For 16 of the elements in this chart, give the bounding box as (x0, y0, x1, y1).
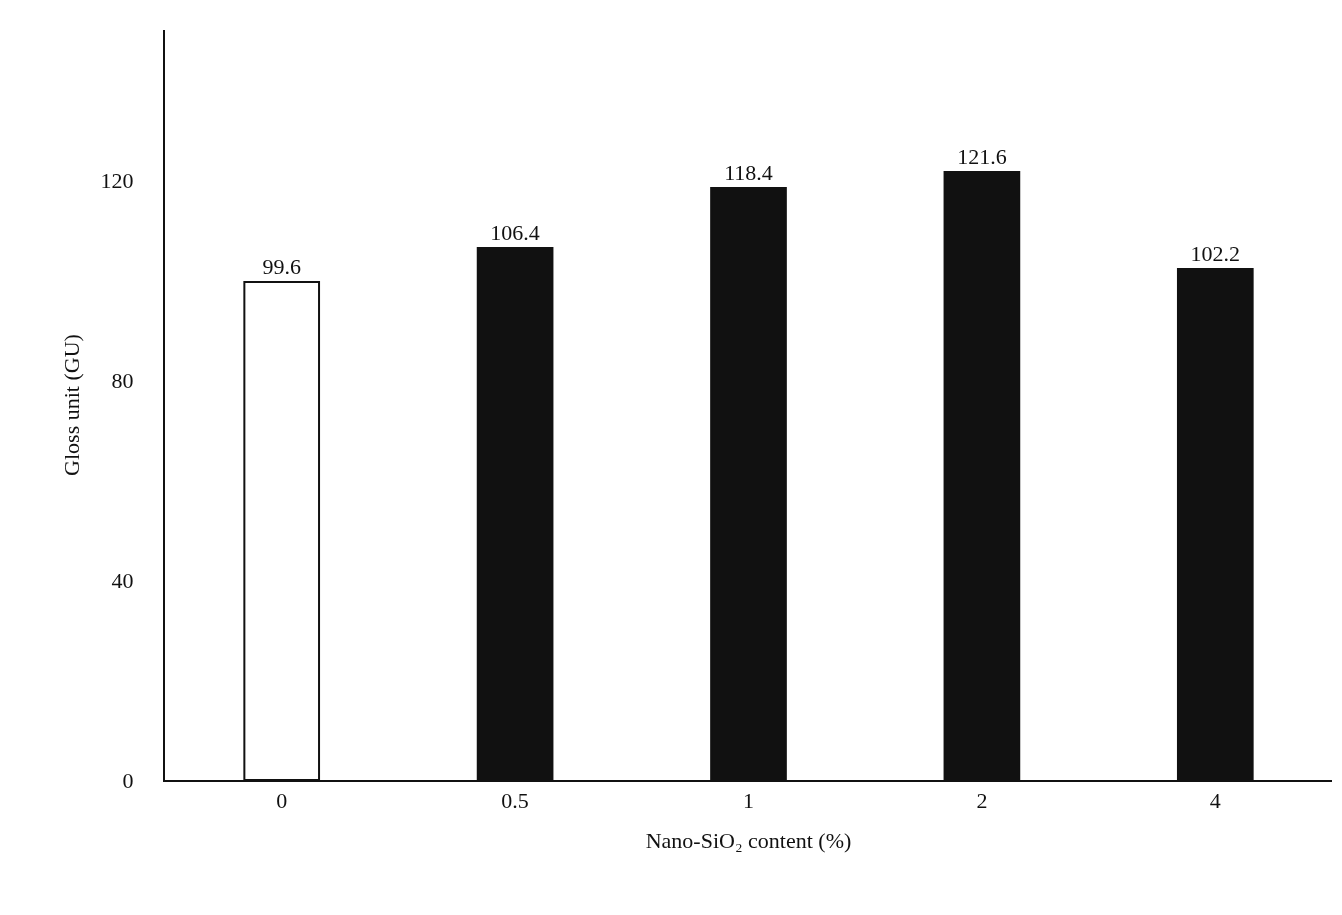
y-tick-label: 40 (111, 567, 134, 593)
x-tick-label: 1 (743, 788, 754, 814)
x-tick-label: 4 (1209, 788, 1221, 814)
data-label: 106.4 (490, 220, 540, 245)
data-label: 121.6 (957, 144, 1007, 169)
data-label: 99.6 (262, 254, 301, 279)
y-tick-label: 0 (122, 767, 134, 793)
x-tick-label: 0.5 (501, 788, 529, 814)
data-label: 102.2 (1190, 241, 1241, 266)
x-axis-title: Nano-SiO₂ content (%) (645, 827, 852, 853)
data-label: 118.4 (724, 160, 773, 185)
y-tick-label: 120 (100, 167, 134, 193)
x-tick-label: 2 (976, 788, 988, 814)
x-tick-label: 0 (276, 788, 288, 814)
y-tick-label: 80 (111, 367, 134, 393)
y-axis-title: Gloss unit (GU) (58, 334, 84, 476)
